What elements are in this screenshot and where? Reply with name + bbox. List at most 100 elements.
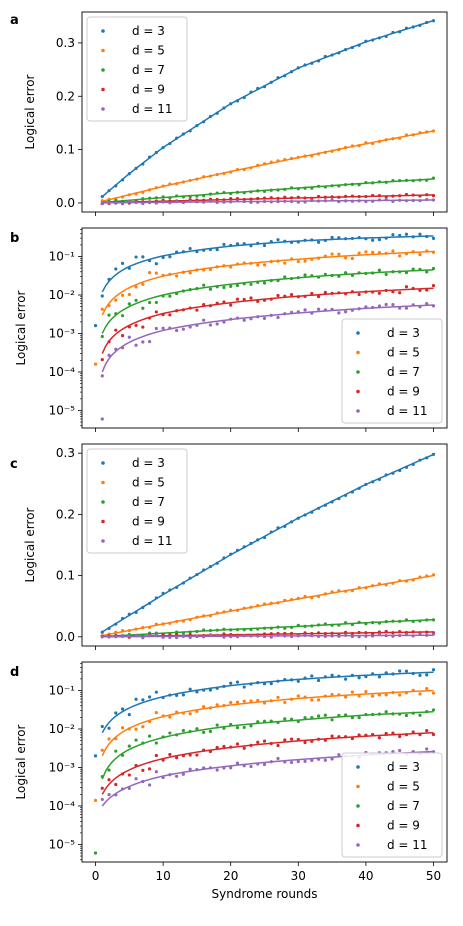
- data-point: [242, 545, 246, 549]
- data-point: [202, 730, 206, 735]
- data-point: [330, 195, 334, 199]
- data-point: [384, 272, 388, 276]
- data-point: [175, 585, 179, 589]
- data-point: [411, 179, 415, 183]
- data-point: [391, 249, 395, 253]
- data-point: [249, 724, 253, 728]
- data-point: [249, 197, 253, 201]
- data-point: [371, 621, 375, 625]
- data-point: [337, 311, 341, 315]
- data-point: [377, 621, 382, 625]
- data-point: [411, 286, 415, 291]
- data-point: [316, 594, 321, 598]
- data-point: [161, 255, 165, 260]
- data-point: [431, 304, 436, 308]
- data-point: [350, 182, 354, 186]
- data-point: [202, 283, 206, 287]
- data-point: [377, 194, 382, 198]
- data-point: [222, 627, 226, 631]
- x-tick-label: 50: [426, 869, 441, 883]
- data-point: [147, 719, 152, 724]
- data-point: [120, 346, 125, 350]
- data-point: [222, 171, 226, 176]
- data-point: [208, 192, 213, 196]
- data-point: [222, 610, 226, 614]
- data-point: [398, 468, 402, 473]
- data-point: [316, 152, 321, 156]
- data-point: [384, 195, 388, 199]
- data-point: [411, 303, 415, 307]
- legend-marker: [356, 823, 360, 828]
- data-point: [222, 632, 226, 636]
- data-point: [215, 686, 219, 690]
- data-point: [404, 618, 409, 622]
- data-point: [276, 199, 280, 204]
- data-point: [222, 726, 226, 730]
- data-point: [283, 524, 287, 528]
- data-point: [269, 188, 273, 192]
- data-point: [154, 300, 158, 305]
- data-point: [330, 718, 334, 722]
- data-point: [350, 490, 354, 494]
- data-point: [310, 596, 314, 600]
- data-point: [344, 677, 348, 681]
- data-point: [107, 340, 111, 344]
- data-point: [188, 729, 192, 734]
- data-point: [431, 19, 436, 23]
- data-point: [222, 264, 226, 268]
- data-point: [384, 710, 388, 714]
- legend-label: d = 3: [387, 326, 420, 340]
- data-point: [222, 703, 226, 708]
- data-point: [215, 265, 219, 269]
- data-point: [398, 712, 402, 716]
- data-point: [161, 200, 165, 204]
- data-point: [120, 195, 125, 199]
- data-point: [134, 255, 138, 259]
- data-point: [154, 753, 158, 758]
- data-point: [364, 290, 368, 294]
- data-point: [296, 634, 300, 638]
- data-point: [249, 317, 253, 321]
- data-point: [181, 728, 185, 733]
- data-point: [398, 291, 402, 295]
- data-point: [296, 66, 300, 70]
- data-point: [114, 312, 118, 316]
- x-tick-label: 40: [358, 869, 373, 883]
- data-point: [235, 700, 240, 704]
- data-point: [350, 45, 354, 50]
- data-point: [175, 756, 179, 760]
- data-point: [202, 194, 206, 198]
- data-point: [418, 713, 422, 717]
- data-point: [161, 635, 165, 639]
- data-point: [256, 189, 260, 193]
- data-point: [398, 619, 402, 623]
- legend-marker: [101, 500, 105, 504]
- data-point: [188, 630, 192, 634]
- data-point: [93, 362, 98, 366]
- data-point: [364, 631, 368, 635]
- data-point: [107, 726, 111, 730]
- data-point: [262, 719, 267, 723]
- data-point: [371, 672, 375, 676]
- data-point: [269, 160, 273, 164]
- data-point: [296, 259, 300, 264]
- data-point: [425, 456, 429, 460]
- data-point: [256, 627, 260, 631]
- data-point: [404, 199, 409, 203]
- data-point: [114, 267, 118, 271]
- data-point: [269, 297, 273, 301]
- data-point: [222, 744, 226, 749]
- data-point: [188, 753, 192, 757]
- data-point: [411, 711, 415, 715]
- data-point: [215, 611, 219, 615]
- data-point: [364, 482, 368, 487]
- data-point: [202, 248, 206, 252]
- data-point: [181, 581, 185, 585]
- data-point: [344, 145, 348, 150]
- data-point: [235, 196, 240, 201]
- data-point: [134, 192, 138, 196]
- data-point: [323, 199, 327, 203]
- data-point: [323, 272, 327, 276]
- data-point: [100, 201, 104, 206]
- data-point: [330, 273, 334, 278]
